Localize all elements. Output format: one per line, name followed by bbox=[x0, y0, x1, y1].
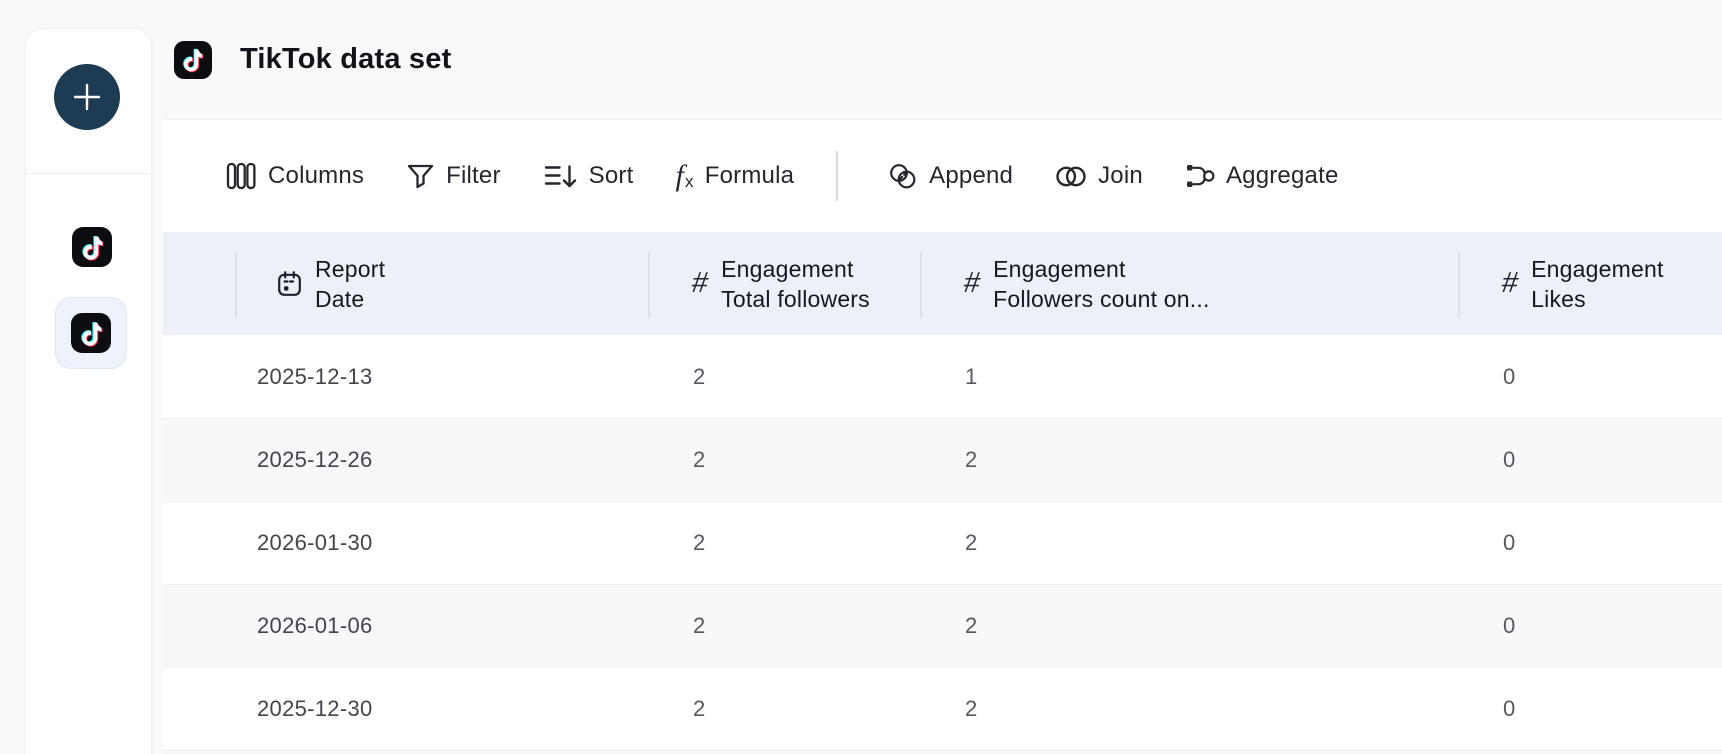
sort-button[interactable]: Sort bbox=[543, 162, 634, 191]
tiktok-icon bbox=[174, 40, 212, 79]
table-row[interactable]: 2025-12-26 2 2 0 bbox=[163, 418, 1722, 501]
cell-report-date: 2025-12-26 bbox=[257, 447, 373, 472]
table-row[interactable]: 2026-01-30 2 2 0 bbox=[163, 501, 1722, 584]
calendar-icon bbox=[277, 270, 302, 298]
plus-icon bbox=[73, 83, 101, 111]
toolbar: Columns Filter bbox=[163, 120, 1722, 232]
cell-followers-count: 2 bbox=[965, 696, 978, 721]
row-gutter bbox=[163, 585, 235, 667]
sidebar-item-tiktok[interactable] bbox=[72, 227, 112, 267]
header-gutter bbox=[163, 232, 235, 335]
main-content: TikTok data set Columns bbox=[163, 0, 1722, 754]
join-button[interactable]: Join bbox=[1055, 162, 1143, 190]
row-gutter bbox=[163, 335, 235, 418]
filter-button[interactable]: Filter bbox=[406, 162, 501, 190]
columns-button[interactable]: Columns bbox=[225, 161, 364, 191]
tiktok-icon bbox=[71, 313, 111, 353]
aggregate-icon bbox=[1185, 162, 1215, 190]
table-row-partial bbox=[163, 750, 1722, 754]
data-panel: Columns Filter bbox=[163, 119, 1722, 754]
cell-likes: 0 bbox=[1503, 530, 1516, 555]
sidebar-item-tiktok-selected[interactable] bbox=[55, 297, 127, 369]
page-header: TikTok data set bbox=[163, 0, 1722, 119]
join-icon bbox=[1055, 163, 1087, 190]
sidebar-divider bbox=[26, 173, 151, 174]
append-icon bbox=[888, 162, 918, 191]
cell-total-followers: 2 bbox=[693, 447, 706, 472]
cell-followers-count: 2 bbox=[965, 613, 978, 638]
cell-likes: 0 bbox=[1503, 363, 1516, 389]
cell-report-date: 2026-01-30 bbox=[257, 530, 373, 555]
table-header: Report Date # Engagement Total followers… bbox=[163, 232, 1722, 335]
cell-likes: 0 bbox=[1503, 696, 1516, 721]
cell-likes: 0 bbox=[1503, 613, 1516, 638]
row-gutter bbox=[163, 668, 235, 750]
cell-followers-count: 1 bbox=[965, 363, 978, 389]
cell-total-followers: 2 bbox=[693, 530, 706, 555]
column-header-followers-count[interactable]: # Engagement Followers count on... bbox=[920, 232, 1458, 335]
page-title: TikTok data set bbox=[240, 43, 452, 75]
add-button[interactable] bbox=[54, 64, 120, 130]
append-button[interactable]: Append bbox=[888, 162, 1013, 191]
toolbar-divider bbox=[836, 151, 839, 201]
column-header-report-date[interactable]: Report Date bbox=[235, 232, 648, 335]
hash-icon: # bbox=[689, 267, 711, 299]
table-body: 2025-12-13 2 1 0 2025-12-26 2 2 0 2026-0… bbox=[163, 335, 1722, 750]
row-gutter bbox=[163, 419, 235, 501]
filter-icon bbox=[406, 162, 435, 190]
sidebar bbox=[25, 28, 152, 754]
cell-likes: 0 bbox=[1503, 447, 1516, 472]
table-row[interactable]: 2025-12-30 2 2 0 bbox=[163, 667, 1722, 750]
table-row[interactable]: 2026-01-06 2 2 0 bbox=[163, 584, 1722, 667]
sort-icon bbox=[543, 162, 578, 191]
cell-report-date: 2026-01-06 bbox=[257, 613, 373, 638]
hash-icon: # bbox=[961, 267, 983, 299]
hash-icon: # bbox=[1499, 267, 1521, 299]
row-gutter bbox=[163, 502, 235, 584]
cell-followers-count: 2 bbox=[965, 447, 978, 472]
cell-report-date: 2025-12-13 bbox=[257, 363, 373, 389]
tiktok-icon bbox=[81, 235, 103, 261]
cell-report-date: 2025-12-30 bbox=[257, 696, 373, 721]
cell-followers-count: 2 bbox=[965, 530, 978, 555]
column-header-total-followers[interactable]: # Engagement Total followers bbox=[648, 232, 920, 335]
columns-icon bbox=[225, 161, 257, 191]
cell-total-followers: 2 bbox=[693, 613, 706, 638]
cell-total-followers: 2 bbox=[693, 696, 706, 721]
table-row[interactable]: 2025-12-13 2 1 0 bbox=[163, 335, 1722, 418]
aggregate-button[interactable]: Aggregate bbox=[1185, 162, 1339, 190]
column-header-likes[interactable]: # Engagement Likes bbox=[1458, 232, 1722, 335]
cell-total-followers: 2 bbox=[693, 363, 706, 389]
